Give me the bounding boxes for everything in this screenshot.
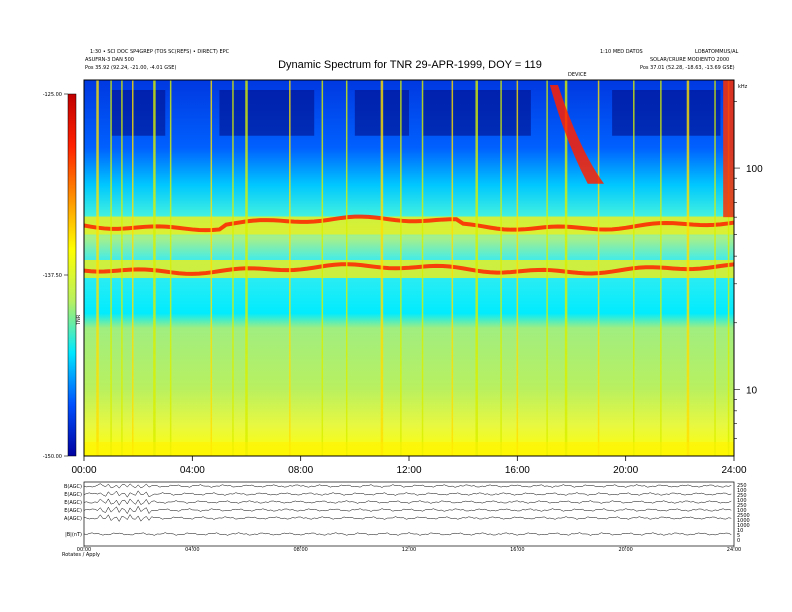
- panel-right-tick: 10: [737, 528, 743, 534]
- dark-patch: [612, 90, 721, 136]
- x-axis-ticks: 00:00 04:00 08:00 12:00 16:00 20:00 24:00: [71, 456, 747, 476]
- header-line3-right: Pos 37.01 (52.28, -18.63, -13.69 GSE): [640, 65, 735, 71]
- header-line2-left: ASUFRN-3 DAN 500: [85, 57, 134, 63]
- panel-trace: [83, 483, 732, 489]
- chart-title: Dynamic Spectrum for TNR 29-APR-1999, DO…: [278, 59, 542, 71]
- header-line1-right2: LOBATOMMUS/AL: [695, 49, 739, 55]
- y-axis-ticks: 10 100: [734, 101, 763, 439]
- y-tick-label: 100: [746, 164, 763, 175]
- device-marker-label: DEVICE: [568, 72, 587, 78]
- panel-right-tick: 0: [737, 538, 740, 544]
- panel-right-tick: 2500: [737, 513, 750, 519]
- panel-right-tick: 250: [737, 503, 747, 509]
- panel-x-tick-label: 12:00: [402, 547, 416, 553]
- panel-right-tick: 5: [737, 533, 740, 539]
- panel-right-tick: 1000: [737, 518, 750, 524]
- panel-right-tick: 250: [737, 493, 747, 499]
- header-line1-left: 1:30 • SCI DOC SP4GREP (TOS SC(REFS) • D…: [90, 49, 230, 55]
- panel-trace: [83, 490, 732, 498]
- colorbar-label: TNR: [76, 314, 82, 326]
- edge-hotspot: [723, 80, 734, 218]
- y-tick-label: 10: [746, 385, 758, 396]
- band-core: [84, 214, 734, 233]
- x-tick-label: 12:00: [396, 465, 421, 476]
- panel-trace: [83, 514, 732, 522]
- y-unit-label: kHz: [738, 84, 748, 90]
- dark-patch: [219, 90, 315, 136]
- panel-x-tick-label: 08:00: [293, 547, 307, 553]
- header-line2-right: SOLAR/CRURE MODIENTO 2000: [650, 57, 729, 63]
- panel-right-tick: 100: [737, 508, 747, 514]
- low-freq-band: [84, 442, 734, 456]
- panel-x-tick-label: 00:00: [77, 547, 91, 553]
- panel-right-tick: 250: [737, 483, 747, 489]
- x-tick-label: 00:00: [71, 465, 96, 476]
- panel-right-tick: 100: [737, 498, 747, 504]
- header-line3-left: Pos 35.92 (92.24, -21.00, -4.01 GSE): [85, 65, 176, 71]
- panel-rows: B(AGC) E(AGC) E(AGC) E(AGC) A(AGC) |B|(nT): [64, 483, 732, 538]
- panel-trace: [83, 505, 732, 515]
- burst-lines: [96, 80, 730, 456]
- panel-x-tick-label: 16:00: [510, 547, 524, 553]
- dark-patch: [111, 90, 166, 136]
- spectrogram: [84, 80, 734, 456]
- colorbar-tick-label: -137.50: [43, 273, 62, 279]
- panel-trace: [83, 532, 732, 536]
- header-line1-right: 1:10 MED DATOS: [600, 49, 643, 55]
- panel-label: E(AGC): [64, 492, 82, 498]
- hotspots: [84, 80, 734, 456]
- x-tick-label: 24:00: [721, 465, 746, 476]
- type-iii-burst: [549, 85, 604, 184]
- panel-x-tick-label: 04:00: [185, 547, 199, 553]
- panel-label: B(AGC): [64, 484, 82, 490]
- panel-label: E(AGC): [64, 508, 82, 514]
- panel-right-tick: 1000: [737, 523, 750, 529]
- x-tick-label: 08:00: [288, 465, 313, 476]
- panel-label: E(AGC): [64, 500, 82, 506]
- panel-label: A(AGC): [64, 516, 82, 522]
- panel-frame: [83, 481, 735, 547]
- panel-trace: [83, 498, 732, 506]
- colorbar-tick-label: -125.00: [43, 92, 62, 98]
- panel-x-tick-label: 24:00: [727, 547, 741, 553]
- panel-label: |B|(nT): [65, 532, 82, 538]
- panel-footer-left: Rotates / Apply: [62, 552, 100, 558]
- colorbar-tick-label: -150.00: [43, 454, 62, 460]
- x-tick-label: 16:00: [505, 465, 530, 476]
- colorbar-ticks: -125.00 -137.50 -150.00: [43, 92, 68, 460]
- band-core: [84, 262, 734, 276]
- panel-x-tick-label: 20:00: [618, 547, 632, 553]
- panel-right-tick: 100: [737, 488, 747, 494]
- x-tick-label: 20:00: [613, 465, 638, 476]
- colorbar: [67, 93, 77, 457]
- x-tick-label: 04:00: [180, 465, 205, 476]
